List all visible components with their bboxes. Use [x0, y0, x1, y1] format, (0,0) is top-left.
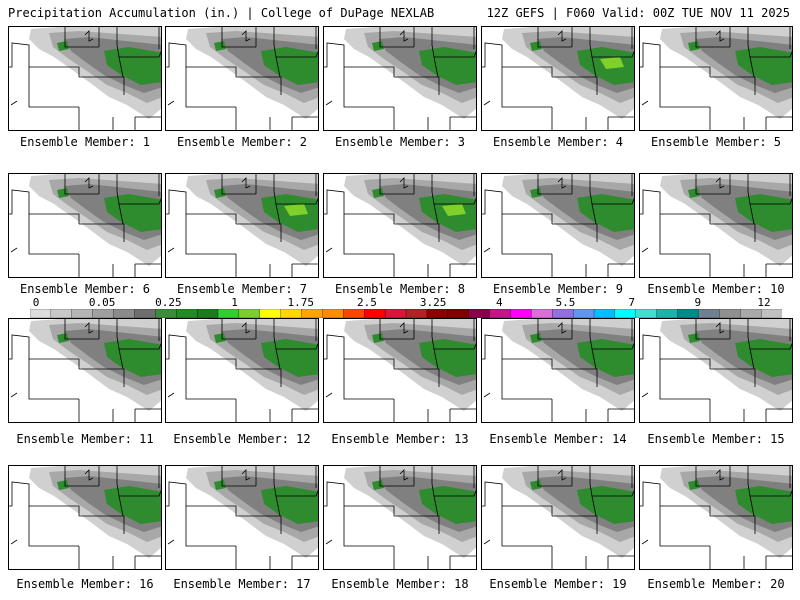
member-caption-5: Ensemble Member: 5	[650, 135, 782, 149]
member-map-16	[8, 465, 162, 570]
member-map-7	[165, 173, 319, 278]
member-map-14	[481, 318, 635, 423]
member-caption-10: Ensemble Member: 10	[647, 282, 785, 296]
colorbar-label: 0.05	[88, 296, 116, 309]
member-caption-17: Ensemble Member: 17	[173, 577, 311, 591]
colorbar-swatch	[280, 309, 303, 318]
colorbar-label: 2.5	[356, 296, 377, 309]
colorbar-swatch	[71, 309, 94, 318]
colorbar-swatch	[614, 309, 637, 318]
colorbar-swatch	[552, 309, 574, 318]
colorbar-swatch	[426, 309, 449, 318]
colorbar-swatch	[343, 309, 365, 318]
member-caption-8: Ensemble Member: 8	[334, 282, 466, 296]
colorbar-swatch	[217, 309, 240, 318]
colorbar-swatch	[155, 309, 177, 318]
member-map-6	[8, 173, 162, 278]
colorbar-label: 1	[231, 296, 238, 309]
colorbar-swatch	[134, 309, 156, 318]
member-map-12	[165, 318, 319, 423]
colorbar-swatch	[677, 309, 699, 318]
colorbar-label: 12	[757, 296, 771, 309]
member-map-19	[481, 465, 635, 570]
member-caption-2: Ensemble Member: 2	[176, 135, 308, 149]
colorbar-swatch	[531, 309, 553, 318]
colorbar-label: 3.25	[419, 296, 447, 309]
colorbar-swatch	[301, 309, 323, 318]
map-title: Precipitation Accumulation (in.) | Colle…	[8, 6, 435, 20]
member-caption-7: Ensemble Member: 7	[176, 282, 308, 296]
member-map-8	[323, 173, 477, 278]
member-map-11	[8, 318, 162, 423]
colorbar-label: 1.75	[287, 296, 314, 309]
member-caption-6: Ensemble Member: 6	[19, 282, 151, 296]
member-caption-11: Ensemble Member: 11	[16, 432, 154, 446]
colorbar-label: 7	[628, 296, 635, 309]
member-map-3	[323, 26, 477, 131]
colorbar-swatch	[238, 309, 261, 318]
colorbar-swatch	[719, 309, 741, 318]
colorbar-label: 9	[694, 296, 702, 309]
colorbar-swatch	[635, 309, 658, 318]
member-map-1	[8, 26, 162, 131]
colorbar-swatch	[405, 309, 428, 318]
member-map-18	[323, 465, 477, 570]
member-caption-12: Ensemble Member: 12	[173, 432, 311, 446]
member-caption-13: Ensemble Member: 13	[331, 432, 469, 446]
colorbar-swatch	[489, 309, 511, 318]
member-caption-4: Ensemble Member: 4	[492, 135, 624, 149]
colorbar-swatch	[572, 309, 595, 318]
member-caption-15: Ensemble Member: 15	[647, 432, 785, 446]
colorbar-label: 0	[32, 296, 40, 309]
member-caption-3: Ensemble Member: 3	[334, 135, 466, 149]
colorbar-swatch	[176, 309, 198, 318]
member-caption-18: Ensemble Member: 18	[331, 577, 469, 591]
colorbar-swatch	[698, 309, 720, 318]
colorbar-swatch	[259, 309, 282, 318]
member-caption-1: Ensemble Member: 1	[19, 135, 151, 149]
member-caption-16: Ensemble Member: 16	[16, 577, 154, 591]
colorbar-label: 5.5	[555, 296, 576, 309]
member-map-17	[165, 465, 319, 570]
member-caption-9: Ensemble Member: 9	[492, 282, 624, 296]
member-caption-20: Ensemble Member: 20	[647, 577, 785, 591]
colorbar-swatch	[593, 309, 616, 318]
colorbar-swatch	[656, 309, 679, 318]
member-map-13	[323, 318, 477, 423]
member-map-20	[639, 465, 793, 570]
colorbar-swatch	[447, 309, 470, 318]
colorbar-swatch	[510, 309, 532, 318]
run-valid-time: 12Z GEFS | F060 Valid: 00Z TUE NOV 11 20…	[486, 6, 790, 20]
member-map-9	[481, 173, 635, 278]
precip-colorbar	[30, 309, 782, 318]
colorbar-swatch	[92, 309, 115, 318]
colorbar-swatch	[384, 309, 407, 318]
member-map-10	[639, 173, 793, 278]
colorbar-swatch	[50, 309, 73, 318]
colorbar-swatch	[468, 309, 491, 318]
colorbar-swatch	[740, 309, 762, 318]
member-map-5	[639, 26, 793, 131]
colorbar-swatch	[760, 309, 782, 318]
colorbar-labels: 0 0.05 0.25 1 1.75 2.5 3.25 4 5.5 7 9 12	[0, 297, 800, 309]
colorbar-swatch	[30, 309, 52, 318]
colorbar-swatch	[113, 309, 135, 318]
member-map-2	[165, 26, 319, 131]
colorbar-swatch	[196, 309, 219, 318]
member-caption-19: Ensemble Member: 19	[489, 577, 627, 591]
member-map-15	[639, 318, 793, 423]
member-map-4	[481, 26, 635, 131]
colorbar-label: 0.25	[155, 296, 182, 309]
colorbar-label: 4	[495, 296, 503, 309]
colorbar-swatch	[322, 309, 344, 318]
member-caption-14: Ensemble Member: 14	[489, 432, 627, 446]
colorbar-swatch	[364, 309, 386, 318]
